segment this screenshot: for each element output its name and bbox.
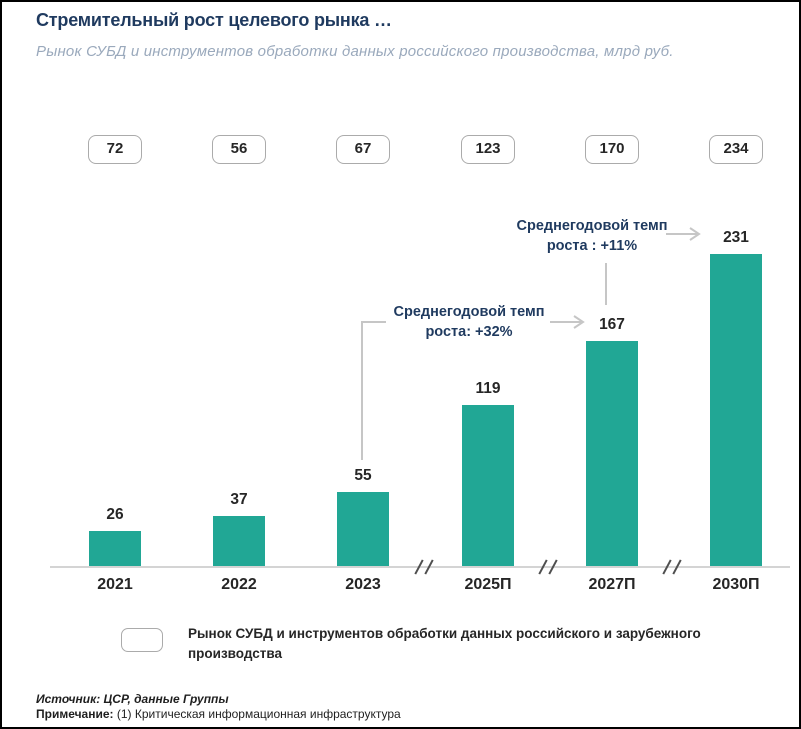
x-axis-label: 2021 [97, 576, 133, 593]
page-title: Стремительный рост целевого рынка … [36, 10, 392, 30]
footer-note: Примечание: (1) Критическая информационн… [36, 707, 401, 721]
legend-label: Рынок СУБД и инструментов обработки данн… [188, 626, 701, 661]
bar-value-label: 119 [475, 380, 501, 397]
bar-value-label: 231 [723, 229, 749, 246]
footer-note-label: Примечание: [36, 707, 114, 721]
bar-value-label: 37 [230, 491, 248, 508]
bar-2030П [710, 254, 762, 566]
footer-source: Источник: ЦСР, данные Группы [36, 692, 229, 706]
bar-2025П [462, 405, 514, 566]
total-value-box: 67 [336, 135, 390, 164]
right-arrow-icon [666, 227, 701, 241]
total-value-box: 123 [461, 135, 515, 164]
total-value-box: 170 [585, 135, 639, 164]
total-value-box: 56 [212, 135, 266, 164]
cagr-annotation-32: Среднегодовой темп роста: +32% [393, 304, 545, 340]
bar-value-label: 26 [106, 506, 124, 523]
x-axis-label: 2030П [712, 576, 760, 593]
cagr-annotation-11: Среднегодовой темп роста : +11% [516, 218, 668, 254]
legend-swatch [121, 628, 163, 652]
x-axis-label: 2023 [345, 576, 381, 593]
x-axis-label: 2025П [464, 576, 512, 593]
total-value-box: 72 [88, 135, 142, 164]
page-subtitle: Рынок СУБД и инструментов обработки данн… [36, 43, 674, 60]
footer-note-text: (1) Критическая информационная инфрастру… [116, 707, 401, 721]
bar-2023 [337, 492, 389, 566]
bar-value-label: 55 [354, 467, 372, 484]
bar-2027П [586, 341, 638, 566]
connector-elbow-line [361, 321, 386, 460]
x-axis-label: 2027П [588, 576, 636, 593]
connector-vertical-line [605, 263, 607, 305]
right-arrow-icon [550, 315, 585, 329]
bar-2021 [89, 531, 141, 566]
bar-value-label: 167 [599, 316, 625, 333]
total-value-box: 234 [709, 135, 763, 164]
x-axis-label: 2022 [221, 576, 257, 593]
bar-2022 [213, 516, 265, 566]
